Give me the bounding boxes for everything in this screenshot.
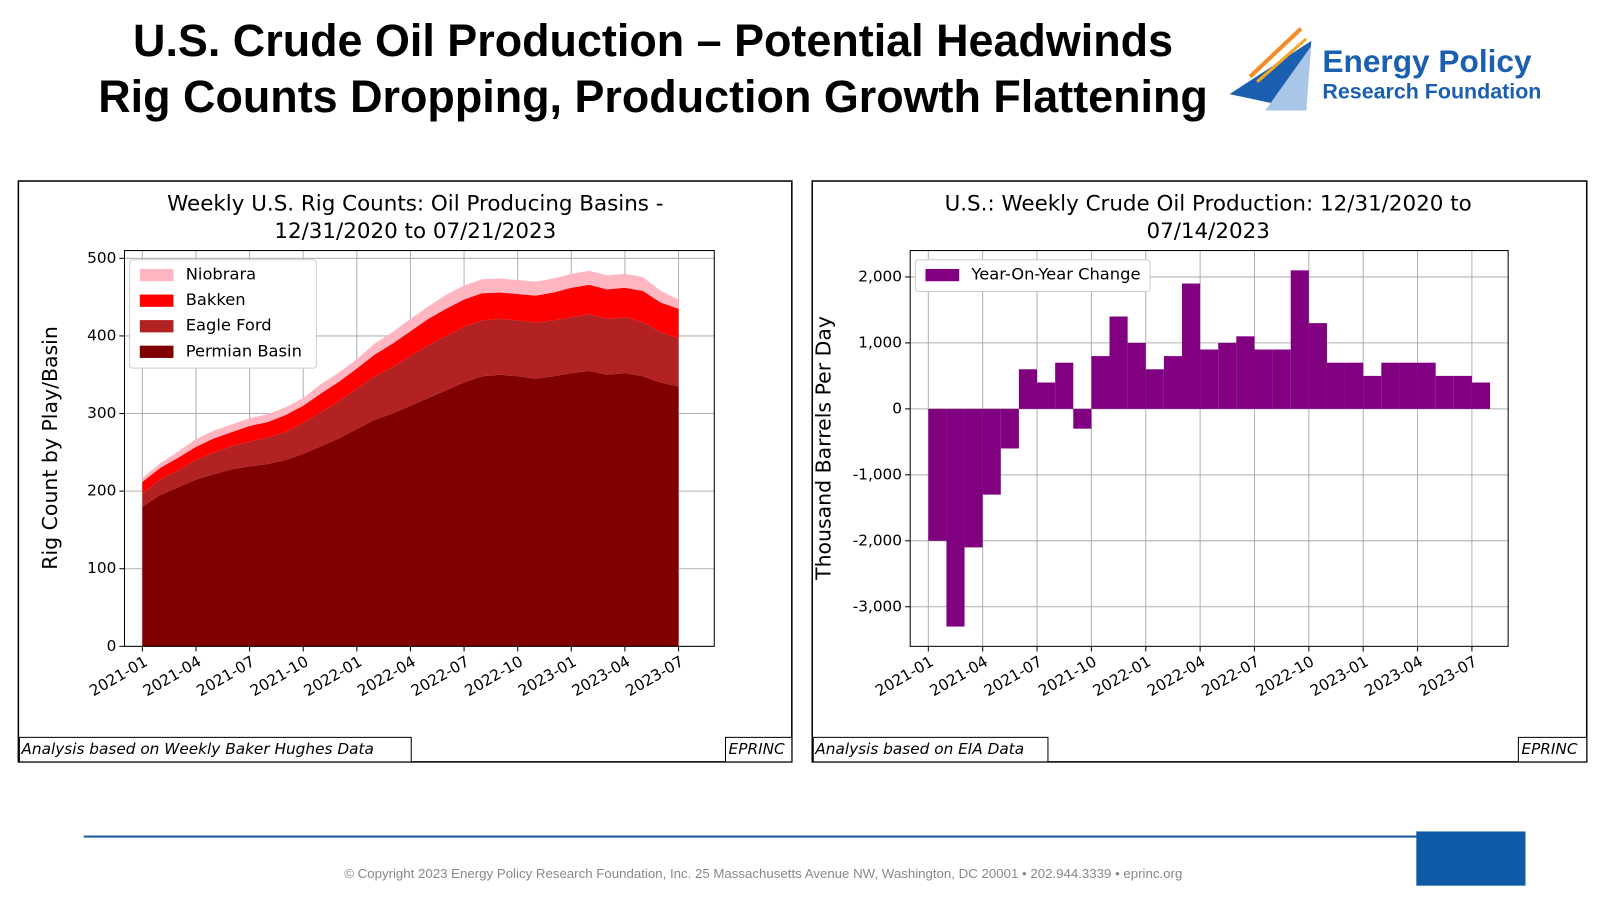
- bar: [1218, 342, 1237, 409]
- credit: EPRINC: [729, 740, 785, 758]
- bar: [1000, 408, 1019, 449]
- bar: [1145, 369, 1164, 409]
- bar: [1091, 356, 1110, 409]
- note-box: [18, 736, 412, 763]
- y-axis-label: Rig Count by Play/Basin: [38, 326, 62, 570]
- legend-label: Permian Basin: [186, 341, 302, 360]
- legend-swatch: [139, 320, 174, 333]
- legend-swatch: [139, 345, 174, 358]
- legend-label: Eagle Ford: [186, 316, 272, 335]
- bar: [1236, 336, 1255, 409]
- bar: [1127, 342, 1146, 409]
- legend-box: [129, 259, 317, 369]
- y-tick-label: -3,000: [853, 597, 902, 615]
- slide-title: Rig Counts Dropping, Production Growth F…: [98, 71, 1208, 122]
- footer-block: [1416, 831, 1526, 886]
- chart-title: 12/31/2020 to 07/21/2023: [274, 219, 556, 244]
- bar: [1181, 283, 1201, 409]
- credit-box: [1517, 736, 1588, 763]
- note: Analysis based on EIA Data: [814, 740, 1024, 758]
- bar: [1037, 382, 1056, 409]
- area: [142, 314, 679, 507]
- y-tick-label: 2,000: [858, 267, 902, 285]
- chart-title: Weekly U.S. Rig Counts: Oil Producing Ba…: [167, 192, 663, 217]
- bar: [928, 408, 947, 541]
- bar: [1055, 362, 1074, 409]
- y-tick-label: 300: [87, 404, 116, 422]
- bar: [1200, 349, 1219, 409]
- chart-title: U.S.: Weekly Crude Oil Production: 12/31…: [945, 192, 1472, 217]
- bar: [1073, 408, 1092, 429]
- chart-title: 07/14/2023: [1146, 219, 1269, 244]
- y-tick-label: -2,000: [853, 531, 902, 549]
- plot-border: [909, 250, 1509, 647]
- plot-border: [123, 250, 715, 647]
- bar: [1254, 349, 1273, 409]
- credit-box: [724, 736, 793, 763]
- bar: [1308, 323, 1327, 409]
- bar: [1345, 362, 1364, 409]
- bar: [1381, 362, 1400, 409]
- y-tick-label: -1,000: [853, 465, 902, 483]
- y-axis-label: Thousand Barrels Per Day: [811, 316, 835, 581]
- y-tick-label: 500: [87, 249, 116, 267]
- logo-mark: [1256, 37, 1308, 83]
- legend-box: [914, 259, 1151, 292]
- legend-label: Bakken: [186, 290, 246, 309]
- bar: [1272, 349, 1291, 409]
- note: Analysis based on Weekly Baker Hughes Da…: [20, 740, 373, 758]
- credit: EPRINC: [1521, 740, 1577, 758]
- bar: [946, 408, 965, 627]
- bar: [1018, 369, 1038, 409]
- y-tick-label: 100: [87, 559, 116, 577]
- logo-mark: [1248, 27, 1303, 79]
- logo-text: Energy Policy: [1322, 43, 1532, 79]
- legend-label: Niobrara: [186, 265, 256, 284]
- slide-title: U.S. Crude Oil Production – Potential He…: [133, 15, 1173, 66]
- bar: [1471, 382, 1491, 409]
- bar: [1399, 362, 1418, 409]
- legend-swatch: [139, 294, 174, 307]
- logo-text: Research Foundation: [1322, 80, 1541, 104]
- y-tick-label: 0: [892, 399, 902, 417]
- bar: [1435, 375, 1454, 409]
- bar: [1417, 362, 1436, 409]
- logo: Energy Policy Research Foundation: [1229, 27, 1541, 111]
- bar: [1326, 362, 1346, 409]
- legend-label: Year-On-Year Change: [970, 265, 1140, 284]
- y-tick-label: 400: [87, 326, 116, 344]
- legend-swatch: [925, 268, 960, 282]
- footer-text: © Copyright 2023 Energy Policy Research …: [344, 866, 1182, 881]
- area: [142, 370, 679, 647]
- legend-swatch: [139, 268, 174, 282]
- bar: [964, 408, 983, 548]
- area: [142, 284, 679, 494]
- bar: [1363, 375, 1382, 409]
- bar: [1290, 270, 1309, 409]
- y-tick-label: 1,000: [858, 333, 902, 351]
- y-tick-label: 200: [87, 482, 116, 500]
- bar: [1453, 375, 1472, 409]
- note-box: [812, 736, 1049, 763]
- bar: [1109, 316, 1128, 409]
- y-tick-label: 0: [107, 637, 117, 655]
- bar: [982, 408, 1001, 495]
- bar: [1163, 356, 1182, 409]
